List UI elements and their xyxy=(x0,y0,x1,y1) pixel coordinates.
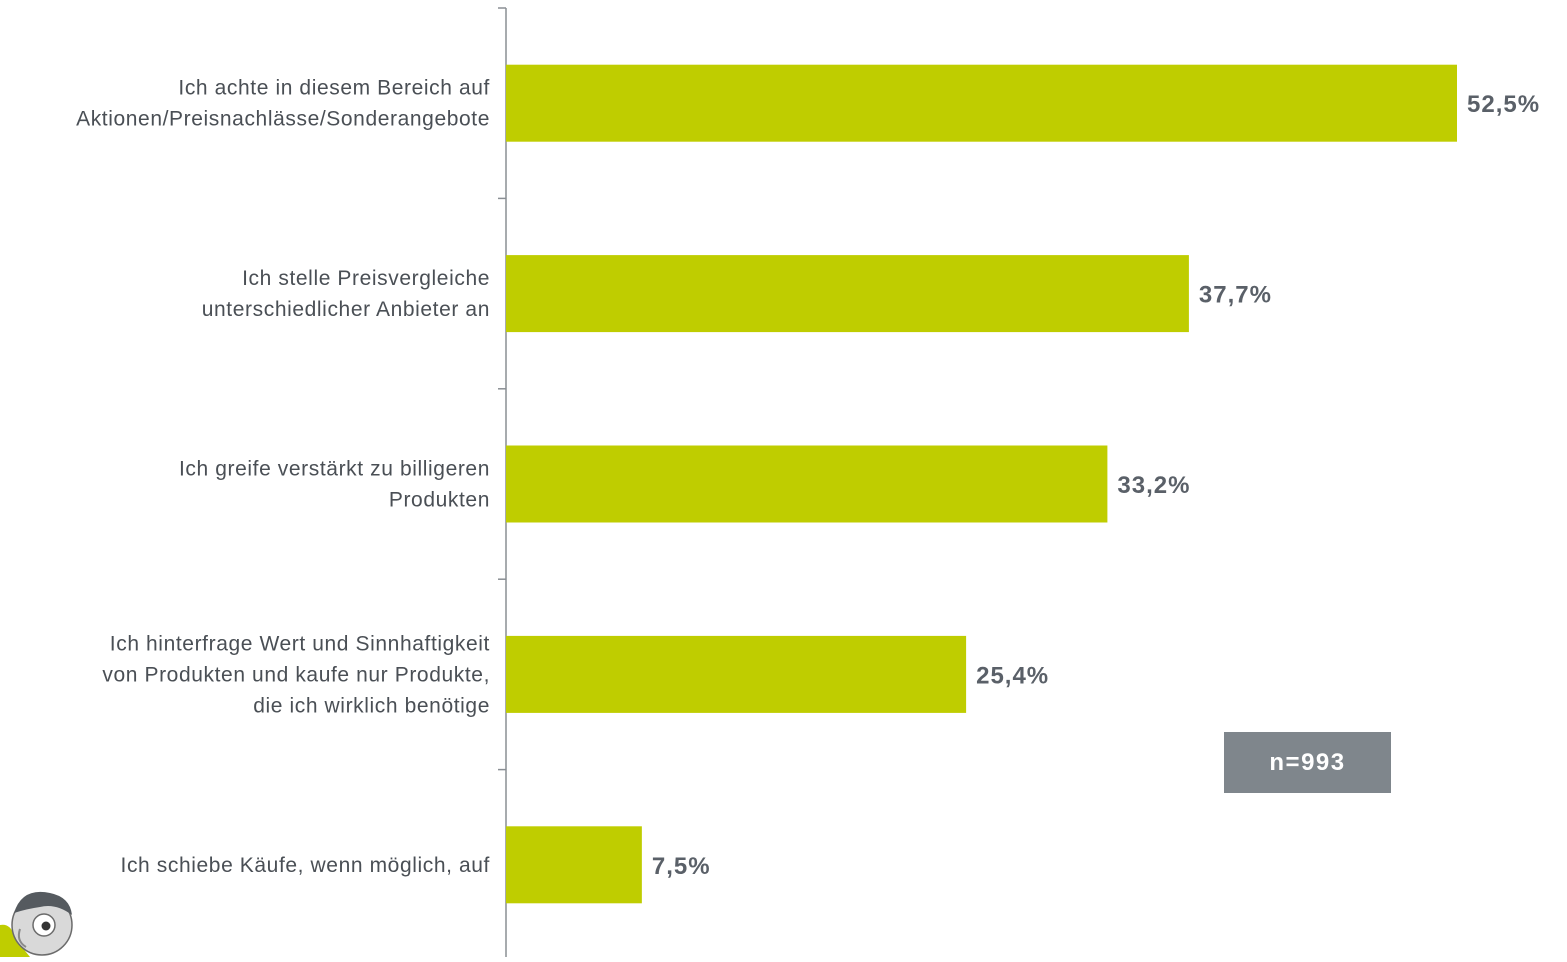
y-axis-ticks xyxy=(498,7,506,771)
bar xyxy=(506,635,967,713)
bar xyxy=(506,64,1457,142)
category-label-line: Aktionen/Preisnachlässe/Sonderangebote xyxy=(76,108,490,131)
category-label-line: Ich achte in diesem Bereich auf xyxy=(178,77,490,100)
bar-value-label: 37,7% xyxy=(1199,282,1272,309)
category-labels: Ich achte in diesem Bereich auf Aktionen/… xyxy=(76,77,490,877)
bar-value-label: 25,4% xyxy=(976,662,1049,689)
bar xyxy=(506,445,1108,523)
value-labels: 52,5% 37,7% 33,2% 25,4% 7,5% xyxy=(652,91,1540,880)
bar xyxy=(506,826,642,904)
cartoon-mascot-icon xyxy=(0,885,80,957)
category-label-line: Ich hinterfrage Wert und Sinnhaftigkeit xyxy=(110,632,490,655)
bar xyxy=(506,255,1189,333)
category-label: Ich greife verstärkt zu billigeren Produk… xyxy=(179,458,490,512)
category-label-line: die ich wirklich benötige xyxy=(253,694,490,717)
category-label-line: von Produkten und kaufe nur Produkte, xyxy=(102,663,490,686)
category-label: Ich stelle Preisvergleiche unterschiedlic… xyxy=(202,267,490,321)
category-label-line: unterschiedlicher Anbieter an xyxy=(202,298,490,321)
category-label: Ich hinterfrage Wert und Sinnhaftigkeit v… xyxy=(102,632,490,717)
category-label-line: Ich greife verstärkt zu billigeren xyxy=(179,458,490,481)
bars-group xyxy=(506,64,1457,904)
category-label: Ich achte in diesem Bereich auf Aktionen/… xyxy=(76,77,490,131)
category-label-line: Ich schiebe Käufe, wenn möglich, auf xyxy=(121,854,490,877)
bar-value-label: 7,5% xyxy=(652,853,711,880)
bar-value-label: 52,5% xyxy=(1467,91,1540,118)
sample-size-badge: n=993 xyxy=(1224,732,1391,793)
bar-value-label: 33,2% xyxy=(1117,472,1190,499)
category-label-line: Ich stelle Preisvergleiche xyxy=(242,267,490,290)
category-label-line: Produkten xyxy=(389,489,490,512)
category-label: Ich schiebe Käufe, wenn möglich, auf xyxy=(121,854,490,877)
